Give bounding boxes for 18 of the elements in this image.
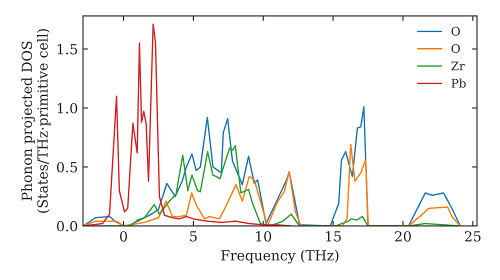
y-tick-label: 0.5 [56,162,78,172]
x-tick-label: 20 [395,231,411,242]
legend-label: Pb [452,78,466,88]
line-series [83,24,292,226]
x-tick-label: 5 [190,231,197,242]
y-axis-title: Phonon projected DOS (States/THz·primitive cell) [21,29,50,213]
x-tick-label: 10 [256,231,272,242]
y-tick-label: 0.0 [56,220,78,232]
y-tick-label: 1.5 [58,44,78,54]
x-axis-title: Frequency (THz) [221,250,338,264]
x-tick-label: 0 [120,231,128,242]
x-tick-label: 15 [326,231,341,242]
x-tick-label: 25 [464,231,481,242]
legend-label: O [452,44,460,54]
legend-label: O [452,26,460,36]
legend-label: Zr [451,62,465,70]
y-tick-label: 1.0 [58,102,78,114]
line-series [83,106,461,226]
